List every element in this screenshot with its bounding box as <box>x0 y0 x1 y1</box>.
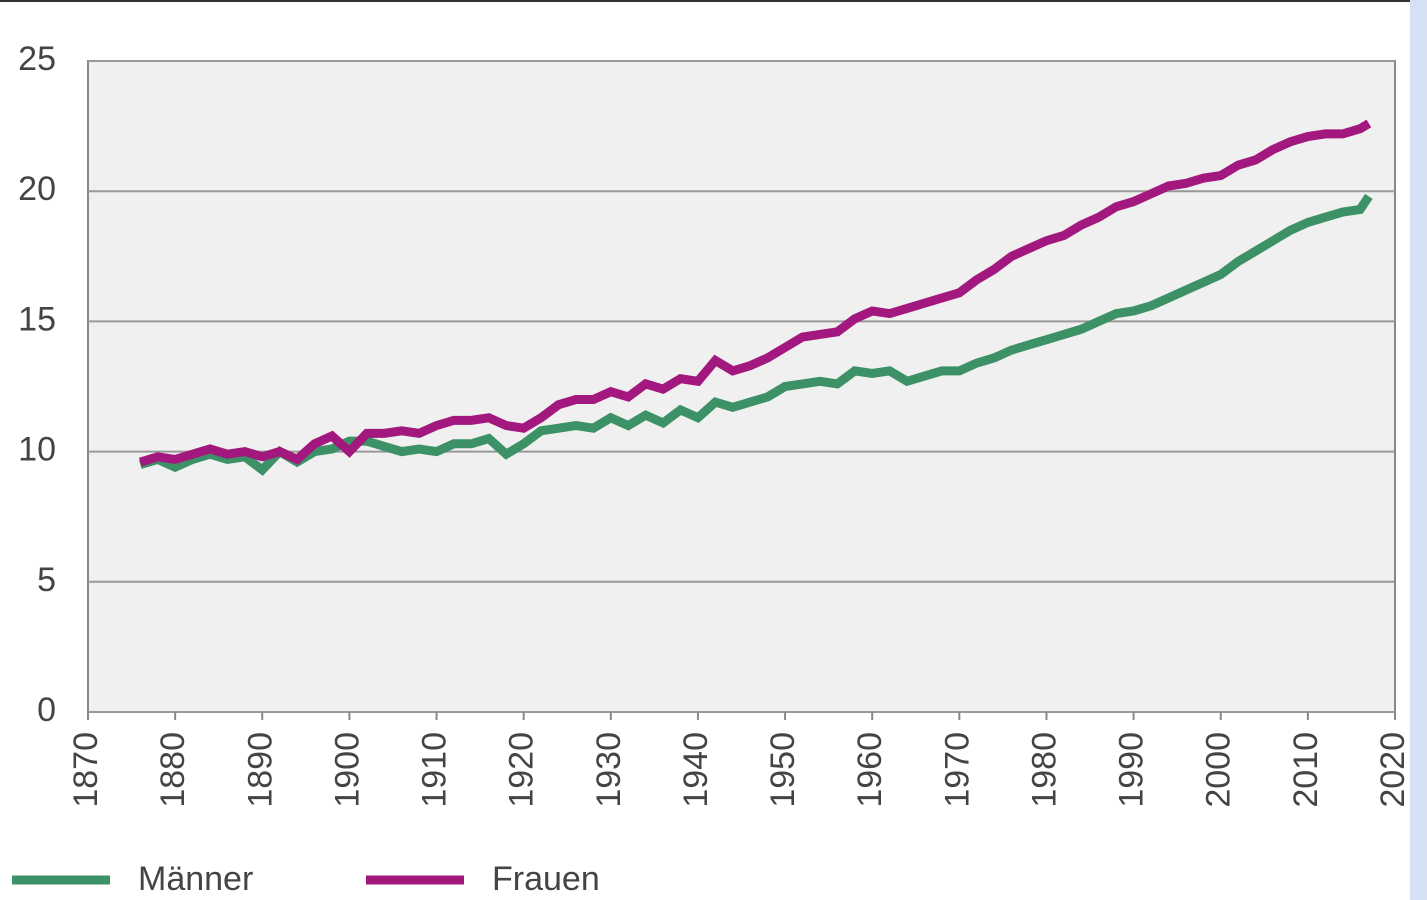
x-tick-label: 2020 <box>1374 732 1412 808</box>
x-tick-label: 1950 <box>764 732 802 808</box>
x-tick-label: 1920 <box>503 732 541 808</box>
y-tick-label: 5 <box>37 561 56 599</box>
x-tick-label: 1880 <box>154 732 192 808</box>
x-tick-label: 1900 <box>328 732 366 808</box>
x-tick-label: 2000 <box>1200 732 1238 808</box>
y-tick-label: 10 <box>18 431 56 469</box>
x-tick-label: 1870 <box>67 732 105 808</box>
x-tick-label: 1990 <box>1113 732 1151 808</box>
legend-label: Frauen <box>492 860 600 898</box>
x-tick-label: 1910 <box>416 732 454 808</box>
legend-label: Männer <box>138 860 253 898</box>
y-tick-label: 0 <box>37 691 56 729</box>
x-tick-label: 1980 <box>1025 732 1063 808</box>
series-line <box>138 119 1372 467</box>
y-tick-label: 15 <box>18 300 56 338</box>
plot-area <box>87 60 1396 713</box>
x-tick-label: 1970 <box>938 732 976 808</box>
x-tick-label: 1930 <box>590 732 628 808</box>
x-tick-label: 1960 <box>851 732 889 808</box>
y-tick-label: 25 <box>18 40 56 78</box>
x-tick-label: 2010 <box>1287 732 1325 808</box>
side-strip <box>1410 0 1427 900</box>
x-tick-label: 1890 <box>241 732 279 808</box>
series-line <box>138 193 1373 476</box>
y-tick-label: 20 <box>18 170 56 208</box>
x-tick-label: 1940 <box>677 732 715 808</box>
